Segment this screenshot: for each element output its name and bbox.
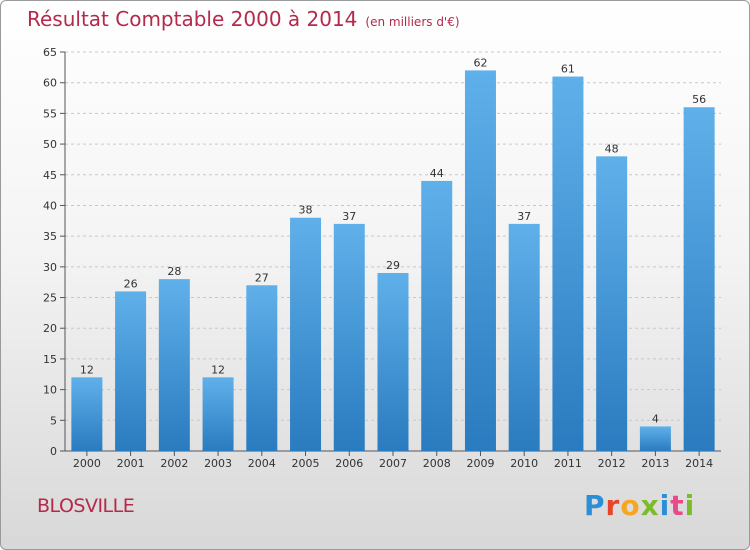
data-label: 12 [80, 363, 94, 376]
y-tick-label: 45 [43, 169, 57, 182]
x-tick-label: 2009 [466, 457, 494, 470]
bar [596, 156, 628, 451]
data-label: 4 [652, 412, 659, 425]
data-label: 28 [167, 265, 181, 278]
y-tick-label: 35 [43, 230, 57, 243]
y-tick-label: 15 [43, 353, 57, 366]
data-label: 12 [211, 363, 225, 376]
x-tick-label: 2013 [641, 457, 669, 470]
bar [639, 426, 671, 451]
labels: 0 5 10 15 20 25 30 35 40 45 50 55 60 65 12 2000 26 2001 28… [43, 46, 713, 470]
x-tick-label: 2014 [685, 457, 713, 470]
bar [202, 377, 234, 451]
x-tick-label: 2007 [379, 457, 407, 470]
x-tick-label: 2006 [335, 457, 363, 470]
x-tick-label: 2000 [73, 457, 101, 470]
x-tick-label: 2004 [248, 457, 276, 470]
x-tick-label: 2005 [292, 457, 320, 470]
data-label: 61 [561, 63, 575, 76]
data-label: 37 [517, 210, 531, 223]
y-tick-label: 25 [43, 292, 57, 305]
location-name: BLOSVILLE [37, 495, 135, 517]
y-tick-label: 30 [43, 261, 57, 274]
logo-letter: r [605, 489, 621, 522]
logo-letter: o [620, 489, 641, 522]
data-label: 26 [124, 277, 138, 290]
bars [71, 70, 715, 452]
x-tick-label: 2003 [204, 457, 232, 470]
x-tick-label: 2012 [598, 457, 626, 470]
x-tick-label: 2011 [554, 457, 582, 470]
logo-letter: i [684, 489, 696, 522]
data-label: 38 [299, 204, 313, 217]
bar [377, 272, 409, 451]
data-label: 44 [430, 167, 444, 180]
bar [290, 217, 322, 451]
y-tick-label: 55 [43, 107, 57, 120]
y-tick-label: 40 [43, 199, 57, 212]
data-label: 48 [605, 142, 619, 155]
y-tick-label: 5 [50, 414, 57, 427]
proxiti-logo[interactable]: Proxiti [584, 489, 695, 522]
bar [158, 279, 190, 451]
y-tick-label: 65 [43, 46, 57, 59]
data-label: 56 [692, 93, 706, 106]
data-label: 37 [342, 210, 356, 223]
chart-title: Résultat Comptable 2000 à 2014 [27, 7, 358, 31]
y-tick-label: 0 [50, 445, 57, 458]
data-label: 29 [386, 259, 400, 272]
data-label: 27 [255, 271, 269, 284]
y-tick-label: 20 [43, 322, 57, 335]
bar [421, 180, 453, 451]
bar [115, 291, 147, 451]
x-tick-label: 2002 [160, 457, 188, 470]
bar [71, 377, 103, 451]
logo-letter: x [640, 489, 660, 522]
x-tick-label: 2008 [423, 457, 451, 470]
bar [552, 76, 584, 452]
logo-letter: P [584, 489, 606, 522]
bar [246, 285, 278, 451]
bar [333, 223, 365, 451]
logo-letter: i [659, 489, 671, 522]
y-tick-label: 50 [43, 138, 57, 151]
y-tick-label: 10 [43, 384, 57, 397]
logo-letter: t [670, 489, 685, 522]
bar [508, 223, 540, 451]
x-tick-label: 2001 [117, 457, 145, 470]
data-label: 62 [473, 56, 487, 69]
bar [464, 70, 496, 452]
bar [683, 107, 715, 451]
chart-subtitle: (en milliers d'€) [365, 15, 460, 29]
y-tick-label: 60 [43, 77, 57, 90]
x-tick-label: 2010 [510, 457, 538, 470]
title-row: Résultat Comptable 2000 à 2014 (en millie… [27, 7, 460, 31]
